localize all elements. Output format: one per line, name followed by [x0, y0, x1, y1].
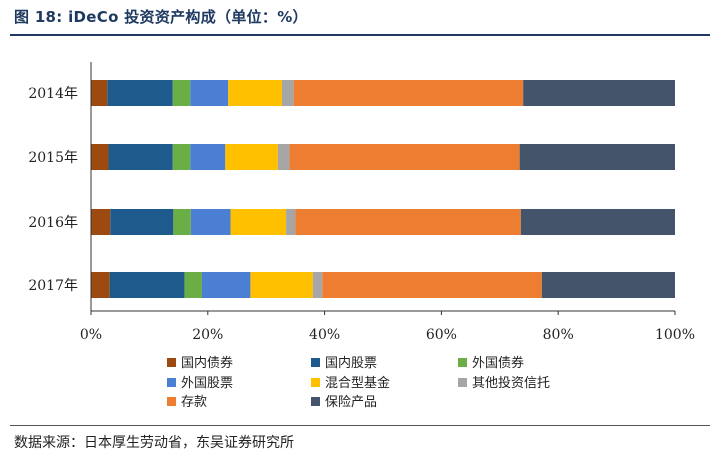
bar-2-1	[110, 209, 174, 235]
legend-label: 国内股票	[325, 355, 377, 371]
bar-1-5	[277, 144, 290, 170]
legend-label: 保险产品	[325, 395, 377, 410]
bar-0-5	[281, 80, 294, 106]
bar-1-3	[190, 144, 226, 170]
legend-swatch	[167, 378, 176, 387]
bar-3-1	[109, 272, 185, 298]
bar-0-4	[228, 80, 282, 106]
bar-3-3	[201, 272, 251, 298]
x-tick-label: 80%	[543, 327, 574, 343]
x-tick-label: 60%	[426, 327, 457, 343]
footer-rule	[10, 425, 710, 426]
legend-label: 其他投资信托	[472, 375, 550, 391]
legend-swatch	[458, 358, 467, 367]
legend-label: 存款	[181, 395, 207, 410]
x-tick-label: 100%	[655, 327, 695, 343]
legend-swatch	[167, 397, 176, 406]
x-tick-label: 40%	[309, 327, 340, 343]
legend-swatch	[311, 378, 320, 387]
bar-0-7	[523, 80, 675, 106]
bar-0-2	[172, 80, 191, 106]
bar-1-4	[225, 144, 278, 170]
legend-swatch	[167, 358, 176, 367]
bar-0-6	[293, 80, 524, 106]
legend-swatch	[311, 358, 320, 367]
bar-0-3	[190, 80, 229, 106]
y-tick-label: 2014年	[28, 86, 78, 102]
stacked-bar-chart: 2014年 2015年 2016年 2017年 0% 20% 40% 60% 80% 100% 国内…	[28, 62, 695, 410]
legend-swatch	[311, 397, 320, 406]
bar-2-2	[173, 209, 191, 235]
x-tick-label: 0%	[80, 327, 102, 343]
bar-3-0	[91, 272, 110, 298]
bar-3-2	[184, 272, 202, 298]
bar-3-4	[250, 272, 313, 298]
bar-1-6	[289, 144, 520, 170]
bar-2-4	[230, 209, 287, 235]
bar-1-0	[91, 144, 109, 170]
source-note: 数据来源：日本厚生劳动省，东吴证券研究所	[14, 435, 294, 451]
legend-swatch	[458, 378, 467, 387]
bar-0-1	[107, 80, 173, 106]
bar-1-7	[519, 144, 675, 170]
figure-title: 图 18: iDeCo 投资资产构成（单位：%）	[14, 8, 308, 26]
bar-2-3	[190, 209, 231, 235]
bar-2-6	[295, 209, 521, 235]
bar-2-0	[91, 209, 111, 235]
y-tick-label: 2015年	[28, 150, 78, 166]
bar-1-2	[172, 144, 191, 170]
legend-label: 外国股票	[181, 376, 233, 391]
legend-label: 国内债券	[181, 355, 233, 371]
bar-0-0	[91, 80, 108, 106]
bar-3-5	[312, 272, 323, 298]
x-tick-label: 20%	[192, 327, 223, 343]
y-tick-label: 2016年	[28, 215, 78, 231]
title-rule	[10, 34, 710, 36]
bar-3-7	[541, 272, 675, 298]
bar-2-7	[520, 209, 675, 235]
bar-2-5	[286, 209, 296, 235]
legend-label: 外国债券	[472, 355, 524, 371]
bar-3-6	[322, 272, 542, 298]
y-tick-label: 2017年	[28, 278, 78, 294]
bar-1-1	[108, 144, 173, 170]
legend-label: 混合型基金	[325, 375, 390, 391]
